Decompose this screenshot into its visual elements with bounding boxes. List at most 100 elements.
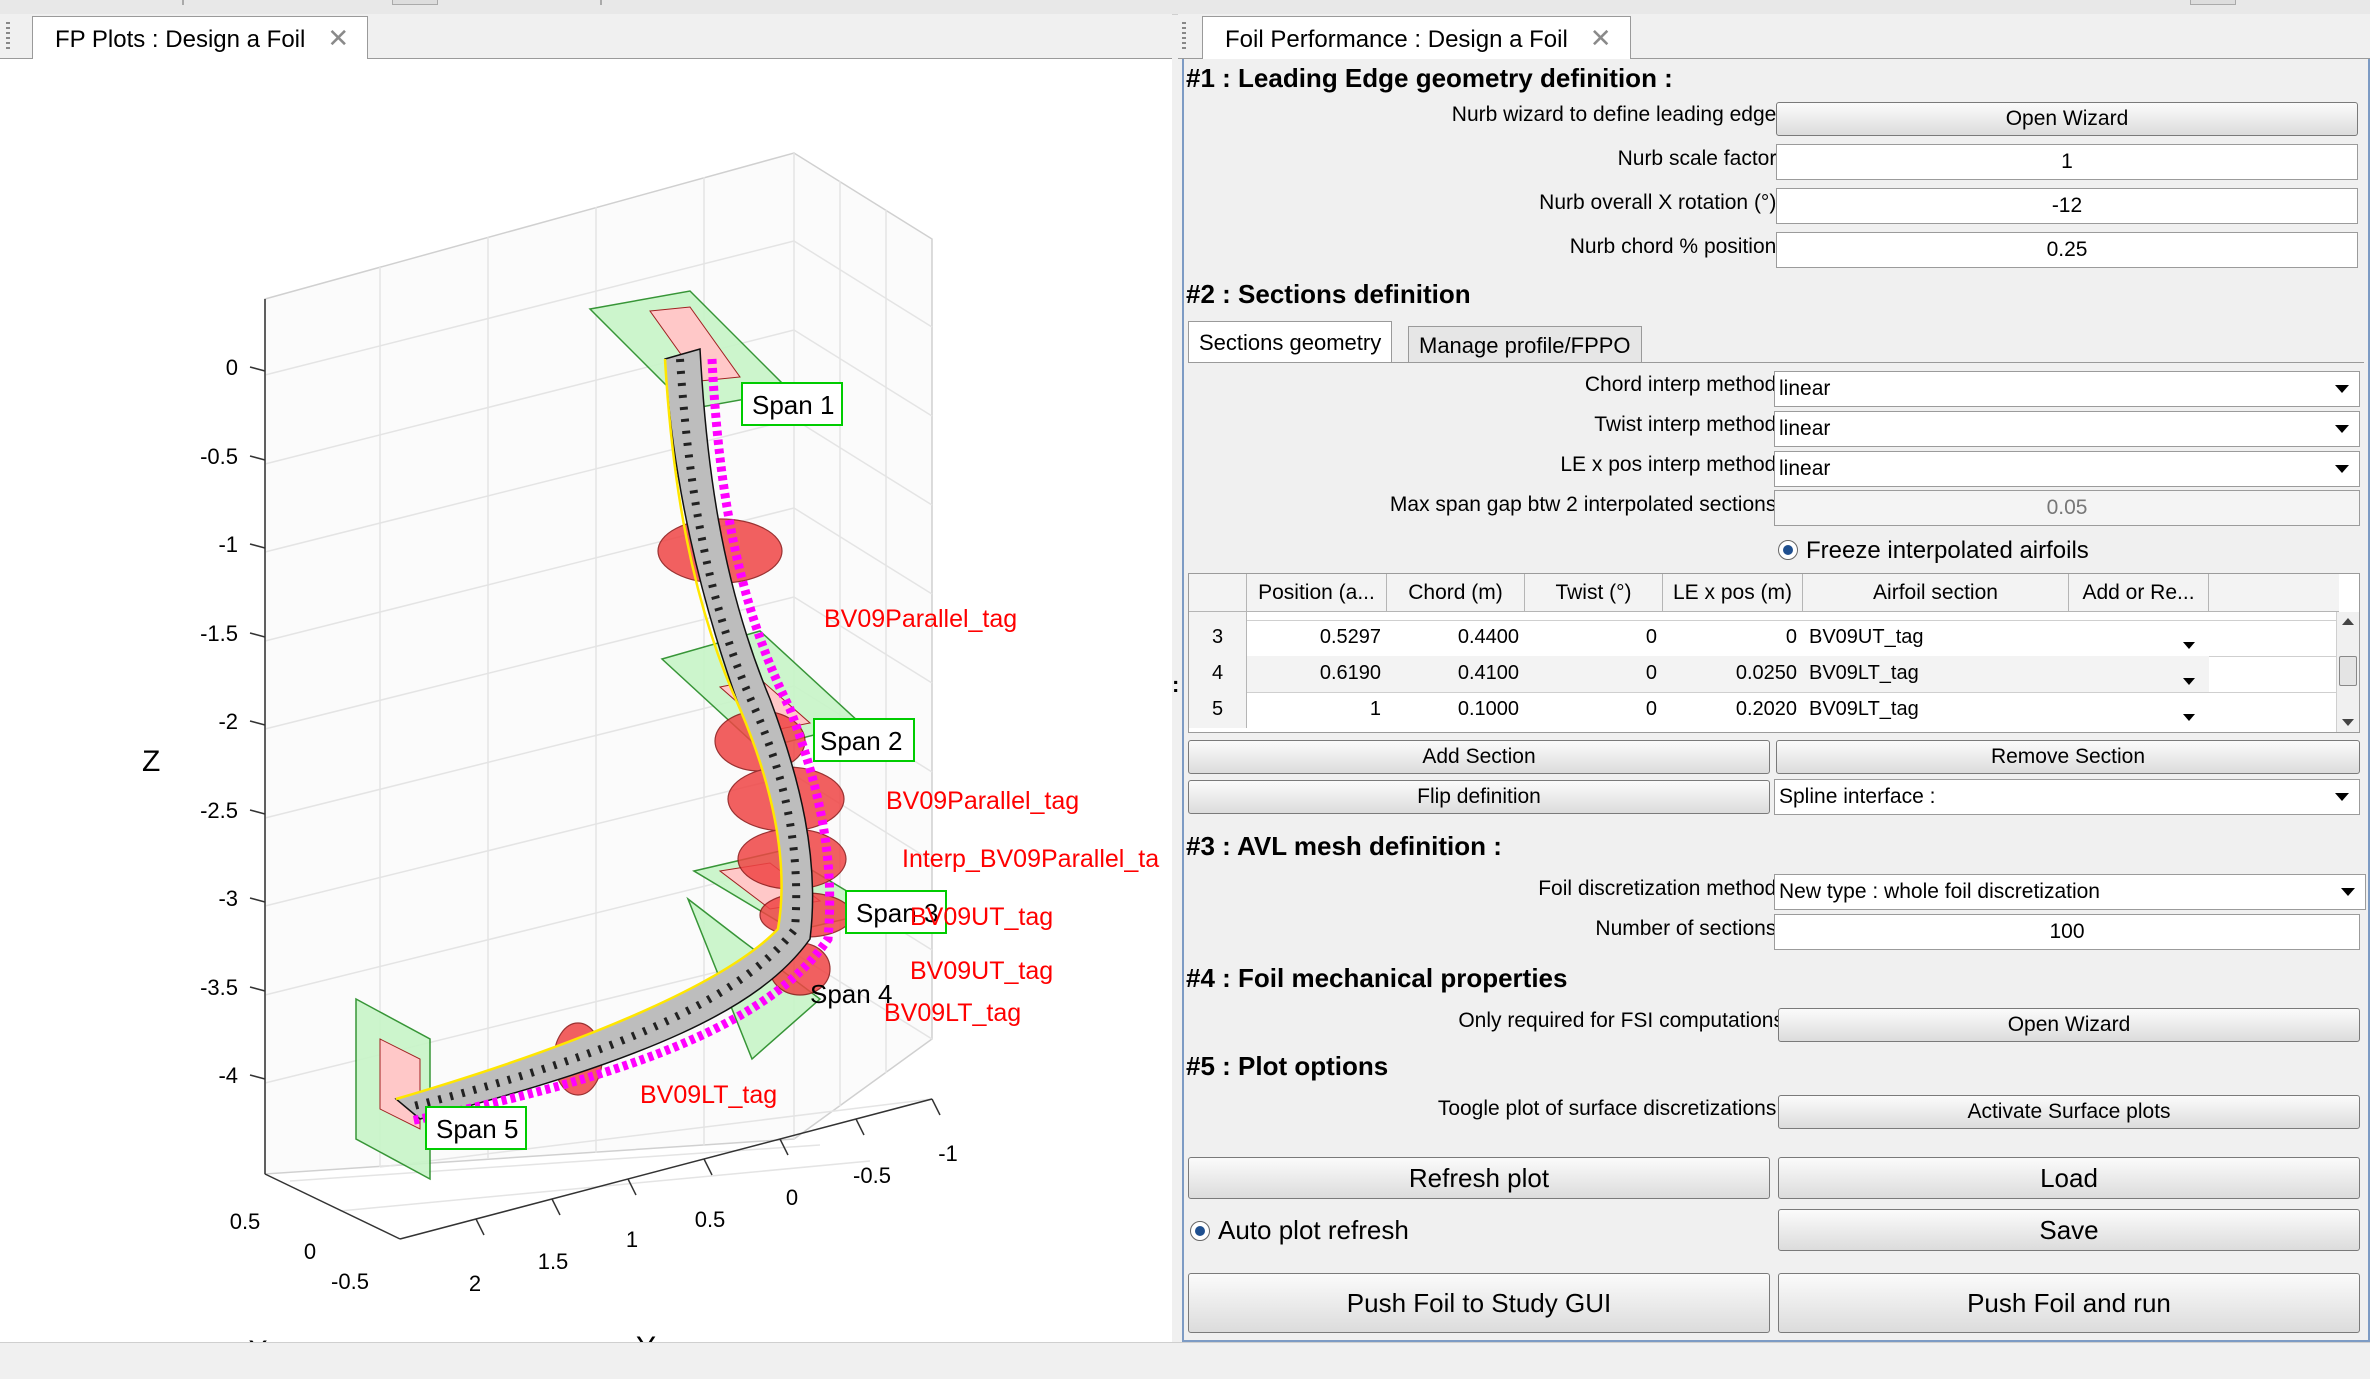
discretization-select[interactable]: New type : whole foil discretization — [1774, 874, 2366, 910]
scroll-up-icon[interactable] — [2342, 618, 2354, 625]
max-gap-input[interactable]: 0.05 — [1774, 490, 2360, 526]
y-tick: 0 — [786, 1185, 798, 1210]
add-remove-dropdown-icon[interactable] — [2183, 714, 2195, 721]
y-tick: 0.5 — [695, 1207, 726, 1232]
spline-interface-select[interactable]: Spline interface : — [1774, 779, 2360, 815]
row-index[interactable]: 4 — [1189, 656, 1247, 692]
save-button[interactable]: Save — [1778, 1209, 2360, 1251]
tab-manage-profile[interactable]: Manage profile/FPPO — [1408, 326, 1642, 363]
cell-lex[interactable]: 0.0250 — [1663, 656, 1803, 692]
col-chord[interactable]: Chord (m) — [1387, 574, 1525, 612]
remove-section-button[interactable]: Remove Section — [1776, 740, 2360, 774]
section-title-plot-options: #5 : Plot options — [1186, 1051, 1389, 1081]
tab-title: Foil Performance : Design a Foil — [1225, 26, 1568, 53]
cell-position[interactable]: 0.5297 — [1319, 626, 1381, 648]
tab-fp-plots[interactable]: FP Plots : Design a Foil ✕ — [32, 16, 369, 59]
z-tick: -3 — [218, 886, 238, 911]
col-add-remove[interactable]: Add or Re... — [2069, 574, 2209, 612]
z-tick-marks — [249, 366, 266, 1080]
span-label: Span 1 — [752, 390, 834, 420]
discretization-label: Foil discretization method : — [1538, 877, 1788, 900]
fsi-label: Only required for FSI computations — [1458, 1009, 1784, 1032]
flip-definition-button[interactable]: Flip definition — [1188, 780, 1770, 814]
z-tick: -1.5 — [200, 621, 238, 646]
push-foil-run-button[interactable]: Push Foil and run — [1778, 1273, 2360, 1333]
span-label: Span 3 — [856, 898, 938, 928]
chevron-down-icon — [2335, 793, 2349, 801]
top-strip — [0, 0, 2370, 15]
splitter-handle[interactable]: : — [1172, 672, 1180, 697]
cell-twist[interactable]: 0 — [1525, 656, 1663, 692]
add-section-button[interactable]: Add Section — [1188, 740, 1770, 774]
section-labels: BV09Parallel_tag BV09Parallel_tag Interp… — [640, 605, 1159, 1109]
scroll-down-icon[interactable] — [2342, 719, 2354, 726]
row-index[interactable]: 5 — [1189, 692, 1247, 728]
lex-interp-select[interactable]: linear — [1774, 451, 2360, 487]
open-mechanical-wizard-button[interactable]: Open Wizard — [1778, 1008, 2360, 1042]
num-sections-label: Number of sections : — [1595, 917, 1788, 940]
cell-twist[interactable]: 0 — [1645, 698, 1657, 720]
drag-grip-icon[interactable] — [1182, 22, 1186, 52]
cell-airfoil[interactable]: BV09UT_tag — [1809, 626, 1924, 648]
col-airfoil[interactable]: Airfoil section — [1803, 574, 2069, 612]
cell-lex[interactable]: 0 — [1785, 626, 1797, 648]
load-button[interactable]: Load — [1778, 1157, 2360, 1199]
y-axis-label: Y — [636, 1331, 656, 1342]
activate-surface-plots-button[interactable]: Activate Surface plots — [1778, 1095, 2360, 1129]
section-label: BV09LT_tag — [640, 1081, 777, 1109]
z-tick-labels: 0 -0.5 -1 -1.5 -2 -2.5 -3 -3.5 -4 — [200, 355, 238, 1088]
plot-panel: FP Plots : Design a Foil ✕ — [0, 14, 1172, 1342]
cell-twist[interactable]: 0 — [1645, 626, 1657, 648]
cell-chord[interactable]: 0.1000 — [1457, 698, 1519, 720]
sections-table[interactable]: Position (a... Chord (m) Twist (°) LE x … — [1188, 573, 2360, 733]
scroll-thumb[interactable] — [2339, 656, 2357, 686]
refresh-plot-button[interactable]: Refresh plot — [1188, 1157, 1770, 1199]
3d-foil-plot: 0 -0.5 -1 -1.5 -2 -2.5 -3 -3.5 -4 -1 -0. — [142, 152, 1159, 1342]
y-tick: 2 — [469, 1271, 481, 1296]
chord-interp-select[interactable]: linear — [1774, 371, 2360, 407]
nurb-rotation-input[interactable]: -12 — [1776, 188, 2358, 224]
3d-plot-area[interactable]: 0 -0.5 -1 -1.5 -2 -2.5 -3 -3.5 -4 -1 -0. — [0, 59, 1172, 1342]
cell-airfoil[interactable]: BV09LT_tag — [1803, 656, 2069, 692]
row-index[interactable]: 3 — [1189, 620, 1247, 656]
cell-chord[interactable]: 0.4400 — [1457, 626, 1519, 648]
y-tick-labels: -1 -0.5 0 0.5 1 1.5 2 — [469, 1141, 958, 1296]
axes — [264, 299, 933, 1240]
y-tick: -1 — [938, 1141, 958, 1166]
open-wizard-button[interactable]: Open Wizard — [1776, 102, 2358, 136]
cell-chord[interactable]: 0.4100 — [1387, 656, 1525, 692]
surface-plots-label: Toogle plot of surface discretizations : — [1437, 1097, 1788, 1120]
freeze-airfoils-radio[interactable] — [1778, 540, 1798, 560]
auto-refresh-radio[interactable] — [1190, 1221, 1210, 1241]
x-tick-labels: 0.5 0 -0.5 — [230, 1209, 369, 1294]
y-tick: 1.5 — [538, 1249, 569, 1274]
drag-grip-icon[interactable] — [6, 22, 10, 52]
col-lex-pos[interactable]: LE x pos (m) — [1663, 574, 1803, 612]
add-remove-dropdown-icon[interactable] — [2183, 678, 2195, 685]
cell-airfoil[interactable]: BV09LT_tag — [1809, 698, 1919, 720]
nurb-scale-input[interactable]: 1 — [1776, 144, 2358, 180]
nurb-chord-input[interactable]: 0.25 — [1776, 232, 2358, 268]
foil-surface — [394, 348, 835, 1126]
twist-interp-select[interactable]: linear — [1774, 411, 2360, 447]
cell-lex[interactable]: 0.2020 — [1735, 698, 1797, 720]
y-tick-marks — [475, 1098, 941, 1236]
section-label: BV09UT_tag — [910, 903, 1053, 931]
push-foil-study-button[interactable]: Push Foil to Study GUI — [1188, 1273, 1770, 1333]
z-tick: 0 — [226, 355, 238, 380]
z-tick: -2.5 — [200, 798, 238, 823]
z-tick: -1 — [218, 532, 238, 557]
span-label: Span 4 — [810, 979, 892, 1009]
col-position[interactable]: Position (a... — [1247, 574, 1387, 612]
col-twist[interactable]: Twist (°) — [1525, 574, 1663, 612]
tab-foil-performance[interactable]: Foil Performance : Design a Foil ✕ — [1202, 16, 1631, 59]
close-icon[interactable]: ✕ — [327, 23, 350, 53]
table-scrollbar[interactable] — [2336, 612, 2359, 732]
cell-position[interactable]: 0.6190 — [1247, 656, 1387, 692]
add-remove-dropdown-icon[interactable] — [2183, 642, 2195, 649]
num-sections-input[interactable]: 100 — [1774, 914, 2360, 950]
z-tick: -4 — [218, 1063, 238, 1088]
tab-sections-geometry[interactable]: Sections geometry — [1188, 321, 1393, 363]
close-icon[interactable]: ✕ — [1589, 23, 1612, 53]
cell-position[interactable]: 1 — [1369, 698, 1381, 720]
